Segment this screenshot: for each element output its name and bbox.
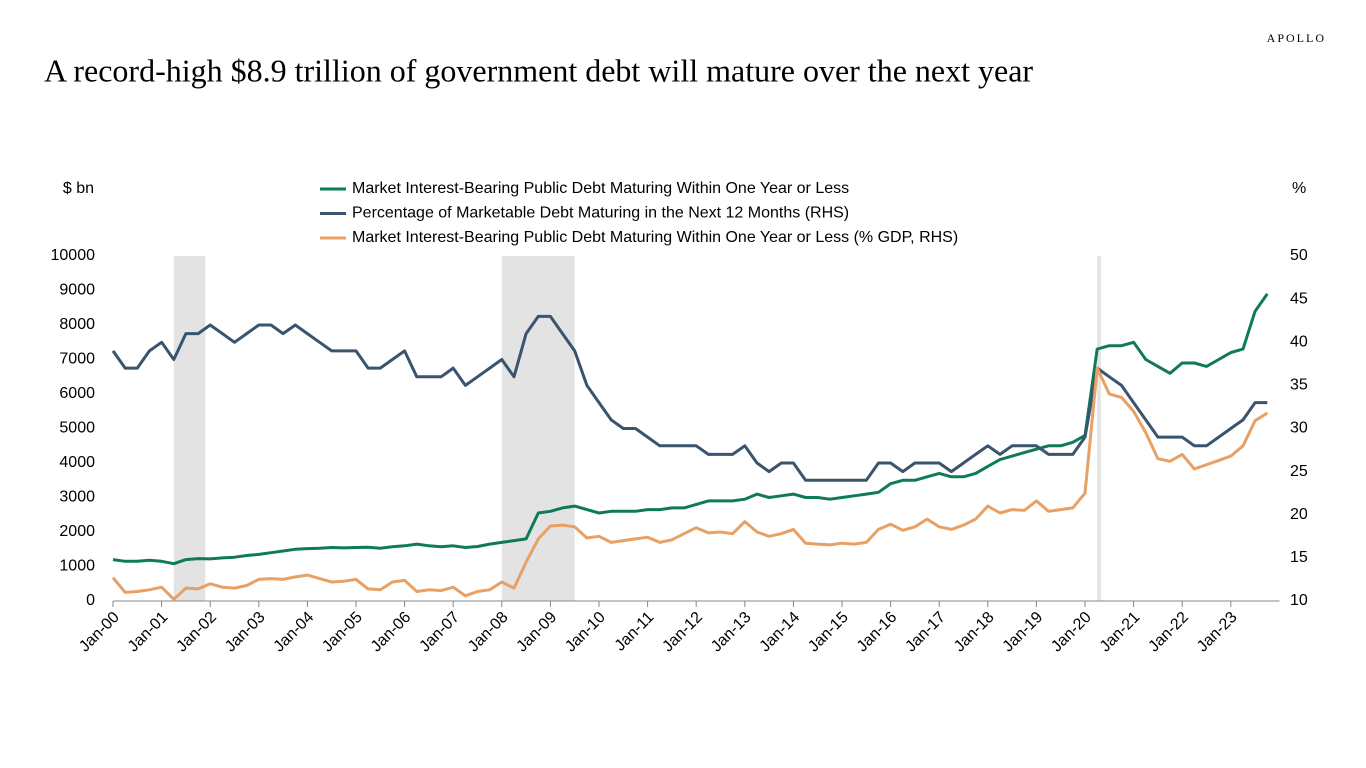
series-line xyxy=(112,293,1269,566)
y2-tick-label: 10 xyxy=(1290,592,1308,609)
x-tick-label: Jan-12 xyxy=(659,609,706,656)
legend-label: Market Interest-Bearing Public Debt Matu… xyxy=(352,180,849,197)
series-line xyxy=(111,314,1268,482)
y2-tick-label: 20 xyxy=(1290,506,1308,523)
y-axis-label: $ bn xyxy=(63,180,94,197)
y-tick-label: 8000 xyxy=(59,316,95,333)
x-tick-label: Jan-07 xyxy=(416,609,463,656)
x-tick-label: Jan-04 xyxy=(271,609,318,656)
shaded-period xyxy=(1097,256,1101,601)
x-tick-label: Jan-11 xyxy=(612,609,658,655)
y2-tick-label: 40 xyxy=(1290,333,1308,350)
y2-tick-label: 45 xyxy=(1290,290,1308,307)
y-tick-label: 7000 xyxy=(59,351,95,368)
y-tick-label: 3000 xyxy=(59,489,95,506)
x-tick-label: Jan-16 xyxy=(854,609,901,656)
y-tick-label: 2000 xyxy=(59,523,95,540)
x-tick-label: Jan-00 xyxy=(76,609,123,656)
y-tick-label: 10000 xyxy=(51,247,96,264)
brand: APOLLO xyxy=(1267,31,1326,45)
y-tick-label: 4000 xyxy=(59,454,95,471)
x-tick-label: Jan-23 xyxy=(1194,609,1241,656)
y-tick-label: 1000 xyxy=(59,558,95,575)
y2-tick-label: 30 xyxy=(1290,420,1308,437)
y-tick-label: 6000 xyxy=(59,385,95,402)
x-tick-label: Jan-21 xyxy=(1097,609,1144,656)
x-tick-label: Jan-20 xyxy=(1048,609,1095,656)
x-tick-label: Jan-17 xyxy=(902,609,949,656)
y-tick-label: 5000 xyxy=(59,420,95,437)
y-tick-label: 9000 xyxy=(59,282,95,299)
x-tick-label: Jan-14 xyxy=(757,609,804,656)
x-tick-label: Jan-19 xyxy=(1000,609,1047,656)
x-tick-label: Jan-06 xyxy=(368,609,415,656)
x-tick-label: Jan-22 xyxy=(1145,609,1192,656)
x-tick-label: Jan-02 xyxy=(173,609,220,656)
chart-title: A record-high $8.9 trillion of governmen… xyxy=(44,52,1033,88)
y2-tick-label: 15 xyxy=(1290,549,1308,566)
shaded-period xyxy=(501,256,575,601)
legend-label: Percentage of Marketable Debt Maturing i… xyxy=(352,205,849,222)
x-tick-label: Jan-01 xyxy=(125,609,172,656)
x-tick-label: Jan-13 xyxy=(708,609,755,656)
legend-label: Market Interest-Bearing Public Debt Matu… xyxy=(352,229,958,246)
shaded-period xyxy=(173,256,206,601)
y2-tick-label: 50 xyxy=(1290,247,1308,264)
x-tick-label: Jan-18 xyxy=(951,609,998,656)
series-line xyxy=(111,366,1269,601)
x-tick-label: Jan-03 xyxy=(222,609,269,656)
x-tick-label: Jan-10 xyxy=(562,609,609,656)
x-tick-label: Jan-15 xyxy=(805,609,852,656)
y2-axis-label: % xyxy=(1292,180,1306,197)
x-tick-label: Jan-09 xyxy=(514,609,561,656)
y-tick-label: 0 xyxy=(86,592,95,609)
y2-tick-label: 25 xyxy=(1290,463,1308,480)
y2-tick-label: 35 xyxy=(1290,377,1308,394)
x-tick-label: Jan-08 xyxy=(465,609,512,656)
x-tick-label: Jan-05 xyxy=(319,609,366,656)
